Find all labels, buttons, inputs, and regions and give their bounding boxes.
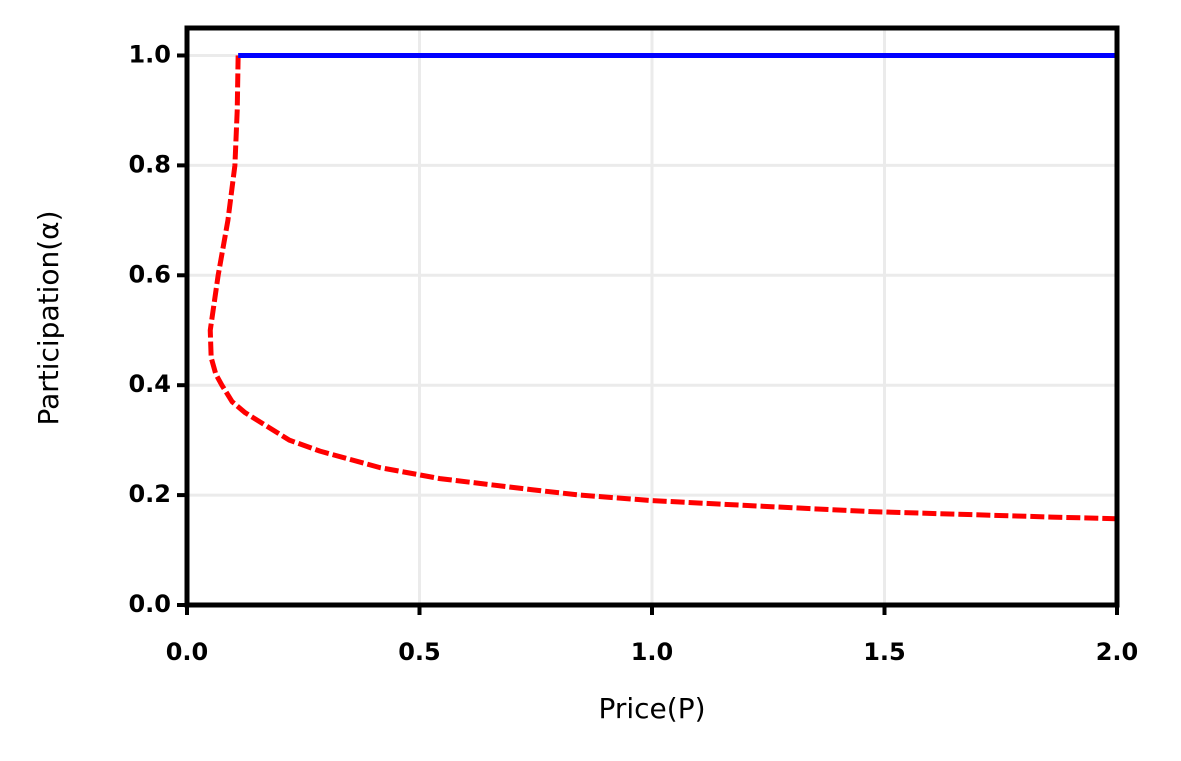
y-tick-label: 0.8 [128,150,171,178]
x-axis-label: Price(P) [598,692,705,725]
y-tick-label: 0.4 [128,370,171,398]
y-tick-label: 0.2 [128,480,171,508]
y-axis-label: Participation(α) [32,210,65,425]
y-tick-label: 0.6 [128,260,171,288]
x-tick-label: 0.5 [398,638,441,666]
data-line [207,55,1118,522]
plot-frame [184,25,1120,608]
x-tick-label: 2.0 [1096,638,1139,666]
x-tick-label: 0.0 [166,638,209,666]
y-tick-label: 0.0 [128,590,171,618]
x-tick-label: 1.5 [863,638,906,666]
x-tick-label: 1.0 [631,638,674,666]
y-tick-label: 1.0 [128,40,171,68]
